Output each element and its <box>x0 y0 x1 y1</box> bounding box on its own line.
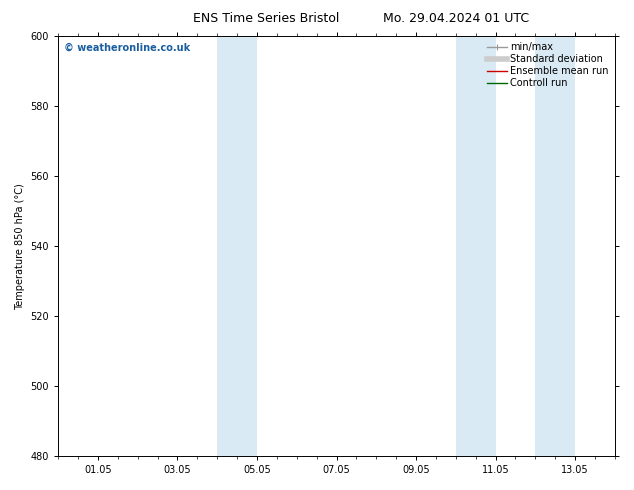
Legend: min/max, Standard deviation, Ensemble mean run, Controll run: min/max, Standard deviation, Ensemble me… <box>483 38 613 92</box>
Text: ENS Time Series Bristol: ENS Time Series Bristol <box>193 12 339 25</box>
Bar <box>217 36 257 456</box>
Bar <box>456 36 496 456</box>
Text: © weatheronline.co.uk: © weatheronline.co.uk <box>64 43 190 52</box>
Text: Mo. 29.04.2024 01 UTC: Mo. 29.04.2024 01 UTC <box>384 12 529 25</box>
Bar <box>535 36 575 456</box>
Y-axis label: Temperature 850 hPa (°C): Temperature 850 hPa (°C) <box>15 183 25 310</box>
